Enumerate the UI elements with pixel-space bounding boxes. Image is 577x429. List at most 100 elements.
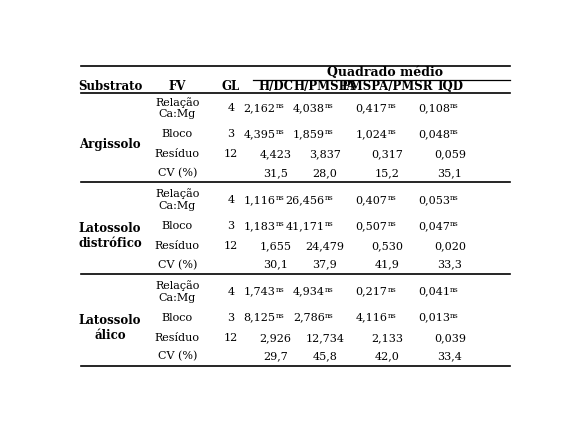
- Text: ns: ns: [387, 102, 396, 110]
- Text: 12: 12: [224, 241, 238, 251]
- Text: PMSPA/PMSR: PMSPA/PMSR: [342, 80, 433, 93]
- Text: 15,2: 15,2: [375, 168, 400, 178]
- Text: 0,047: 0,047: [418, 221, 450, 231]
- Text: ns: ns: [387, 194, 396, 202]
- Text: 4: 4: [227, 103, 234, 113]
- Text: 3: 3: [227, 313, 234, 323]
- Text: 0,041: 0,041: [418, 287, 450, 296]
- Text: 24,479: 24,479: [305, 241, 344, 251]
- Text: 0,059: 0,059: [434, 149, 466, 159]
- Text: 3: 3: [227, 129, 234, 139]
- Text: IQD: IQD: [437, 80, 463, 93]
- Text: H/DC: H/DC: [258, 80, 293, 93]
- Text: ns: ns: [276, 128, 284, 136]
- Text: 0,053: 0,053: [418, 195, 450, 205]
- Text: CV (%): CV (%): [158, 260, 197, 270]
- Text: 1,024: 1,024: [355, 129, 387, 139]
- Text: ns: ns: [450, 286, 459, 293]
- Text: Latossolo
distrófico: Latossolo distrófico: [78, 222, 142, 250]
- Text: Resíduo: Resíduo: [155, 149, 200, 159]
- Text: 0,020: 0,020: [434, 241, 466, 251]
- Text: 8,125: 8,125: [243, 313, 276, 323]
- Text: 0,039: 0,039: [434, 333, 466, 343]
- Text: 29,7: 29,7: [263, 351, 288, 362]
- Text: ns: ns: [325, 311, 334, 320]
- Text: 12,734: 12,734: [305, 333, 344, 343]
- Text: 33,4: 33,4: [437, 351, 462, 362]
- Text: ns: ns: [450, 102, 459, 110]
- Text: Resíduo: Resíduo: [155, 333, 200, 343]
- Text: 33,3: 33,3: [437, 260, 462, 270]
- Text: ns: ns: [450, 311, 459, 320]
- Text: 3: 3: [227, 221, 234, 231]
- Text: 41,9: 41,9: [375, 260, 400, 270]
- Text: 0,317: 0,317: [372, 149, 403, 159]
- Text: 37,9: 37,9: [312, 260, 337, 270]
- Text: 2,133: 2,133: [372, 333, 403, 343]
- Text: ns: ns: [276, 102, 284, 110]
- Text: Relação
Ca:Mg: Relação Ca:Mg: [155, 189, 200, 211]
- Text: 4,038: 4,038: [293, 103, 325, 113]
- Text: 0,417: 0,417: [355, 103, 387, 113]
- Text: 4,934: 4,934: [293, 287, 325, 296]
- Text: ns: ns: [387, 311, 396, 320]
- Text: 42,0: 42,0: [375, 351, 400, 362]
- Text: FV: FV: [168, 80, 186, 93]
- Text: 0,013: 0,013: [418, 313, 450, 323]
- Text: 31,5: 31,5: [263, 168, 288, 178]
- Text: ns: ns: [450, 194, 459, 202]
- Text: ns: ns: [276, 311, 284, 320]
- Text: 1,743: 1,743: [243, 287, 276, 296]
- Text: GL: GL: [222, 80, 240, 93]
- Text: 4,423: 4,423: [260, 149, 291, 159]
- Text: ns: ns: [325, 128, 334, 136]
- Text: ns: ns: [450, 220, 459, 228]
- Text: 2,786: 2,786: [293, 313, 325, 323]
- Text: ns: ns: [325, 102, 334, 110]
- Text: 4: 4: [227, 195, 234, 205]
- Text: Relação
Ca:Mg: Relação Ca:Mg: [155, 281, 200, 303]
- Text: ns: ns: [325, 286, 334, 293]
- Text: 0,407: 0,407: [355, 195, 387, 205]
- Text: 0,530: 0,530: [372, 241, 403, 251]
- Text: ns: ns: [325, 194, 334, 202]
- Text: ns: ns: [276, 194, 284, 202]
- Text: 35,1: 35,1: [437, 168, 462, 178]
- Text: Quadrado médio: Quadrado médio: [327, 66, 443, 79]
- Text: Bloco: Bloco: [162, 129, 193, 139]
- Text: Resíduo: Resíduo: [155, 241, 200, 251]
- Text: 4,395: 4,395: [243, 129, 276, 139]
- Text: 4: 4: [227, 287, 234, 296]
- Text: 12: 12: [224, 149, 238, 159]
- Text: 3,837: 3,837: [309, 149, 340, 159]
- Text: 2,162: 2,162: [243, 103, 276, 113]
- Text: ns: ns: [450, 128, 459, 136]
- Text: 0,217: 0,217: [355, 287, 387, 296]
- Text: 26,456: 26,456: [286, 195, 325, 205]
- Text: 45,8: 45,8: [312, 351, 337, 362]
- Text: 30,1: 30,1: [263, 260, 288, 270]
- Text: Argissolo: Argissolo: [79, 138, 141, 151]
- Text: 0,048: 0,048: [418, 129, 450, 139]
- Text: Bloco: Bloco: [162, 221, 193, 231]
- Text: ns: ns: [387, 128, 396, 136]
- Text: Substrato: Substrato: [78, 80, 143, 93]
- Text: ns: ns: [387, 286, 396, 293]
- Text: Relação
Ca:Mg: Relação Ca:Mg: [155, 97, 200, 119]
- Text: ns: ns: [276, 286, 284, 293]
- Text: ns: ns: [387, 220, 396, 228]
- Text: 1,655: 1,655: [260, 241, 291, 251]
- Text: Latossolo
álico: Latossolo álico: [79, 314, 141, 342]
- Text: Bloco: Bloco: [162, 313, 193, 323]
- Text: CV (%): CV (%): [158, 168, 197, 178]
- Text: 1,116: 1,116: [243, 195, 276, 205]
- Text: 1,859: 1,859: [293, 129, 325, 139]
- Text: 4,116: 4,116: [355, 313, 387, 323]
- Text: ns: ns: [325, 220, 334, 228]
- Text: 28,0: 28,0: [312, 168, 337, 178]
- Text: 0,507: 0,507: [355, 221, 387, 231]
- Text: 12: 12: [224, 333, 238, 343]
- Text: ns: ns: [276, 220, 284, 228]
- Text: CV (%): CV (%): [158, 351, 197, 362]
- Text: 41,171: 41,171: [286, 221, 325, 231]
